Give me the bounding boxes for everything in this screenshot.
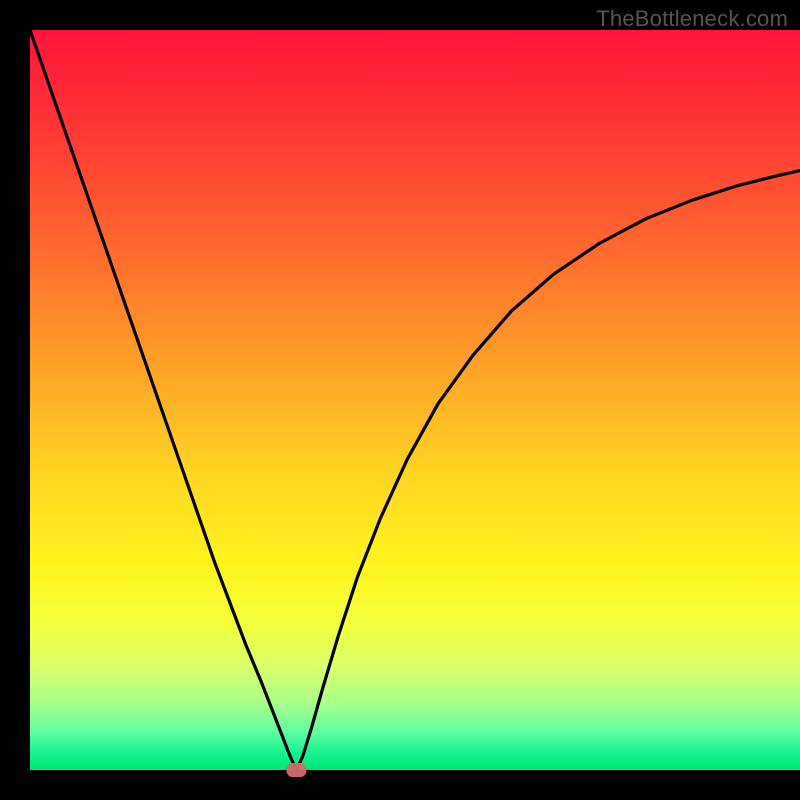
optimal-point-marker <box>286 763 306 777</box>
plot-background <box>30 30 800 770</box>
chart-container: TheBottleneck.com <box>0 0 800 800</box>
watermark-text: TheBottleneck.com <box>596 6 788 32</box>
bottleneck-chart <box>0 0 800 800</box>
